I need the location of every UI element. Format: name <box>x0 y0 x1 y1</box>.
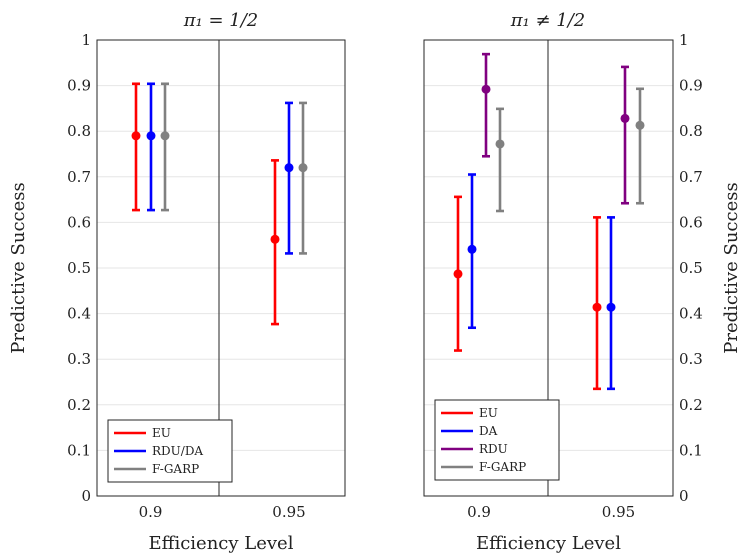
y-tick-label: 1 <box>679 31 689 49</box>
y-axis-label: Predictive Success <box>721 182 742 353</box>
chart-panel-2: 0 0.1 0.2 0.3 0.4 0.5 0.6 0.7 0.8 0.9 1 0.9 0.95 Effi… <box>424 10 742 554</box>
x-tick-label: 0.95 <box>602 503 635 521</box>
y-axis-label: Predictive Success <box>8 182 29 353</box>
y-tick-label: 0.5 <box>679 259 703 277</box>
data-point <box>271 235 280 244</box>
y-tick-label: 0.8 <box>67 122 91 140</box>
legend-label: RDU/DA <box>152 444 203 458</box>
x-tick-label: 0.9 <box>139 503 163 521</box>
data-point <box>496 139 505 148</box>
y-tick-label: 0.6 <box>679 213 703 231</box>
y-tick-label: 0.4 <box>67 305 91 323</box>
data-point <box>621 114 630 123</box>
legend-label: RDU <box>479 442 508 456</box>
legend: EU DA RDU F-GARP <box>435 400 559 480</box>
data-point <box>147 131 156 140</box>
y-tick-label: 0.6 <box>67 213 91 231</box>
x-tick-label: 0.95 <box>272 503 305 521</box>
data-point <box>593 303 602 312</box>
data-point <box>482 85 491 94</box>
y-tick-label: 0 <box>81 487 91 505</box>
data-point <box>132 131 141 140</box>
chart-panel-1: 0 0.1 0.2 0.3 0.4 0.5 0.6 0.7 0.8 0.9 1 0.9 0.95 Effi… <box>8 10 345 554</box>
legend-label: EU <box>479 406 498 420</box>
chart-title: π₁ = 1/2 <box>183 10 259 31</box>
legend-label: F-GARP <box>479 460 526 474</box>
legend-label: F-GARP <box>152 462 199 476</box>
y-tick-label: 0.2 <box>67 396 91 414</box>
x-tick-label: 0.9 <box>467 503 491 521</box>
y-tick-label: 0.3 <box>679 350 703 368</box>
y-tick-label: 0.9 <box>67 77 91 95</box>
y-tick-label: 0.5 <box>67 259 91 277</box>
y-tick-label: 0.8 <box>679 122 703 140</box>
data-point <box>607 303 616 312</box>
legend-label: EU <box>152 426 171 440</box>
y-tick-label: 1 <box>81 31 91 49</box>
chart-title: π₁ ≠ 1/2 <box>510 10 586 31</box>
legend: EU RDU/DA F-GARP <box>108 420 232 482</box>
y-tick-label: 0.2 <box>679 396 703 414</box>
y-tick-label: 0.7 <box>679 168 703 186</box>
data-point <box>454 269 463 278</box>
y-tick-label: 0 <box>679 487 689 505</box>
data-point <box>468 245 477 254</box>
y-tick-label: 0.7 <box>67 168 91 186</box>
y-tick-label: 0.1 <box>67 441 91 459</box>
data-point <box>285 163 294 172</box>
legend-label: DA <box>479 424 498 438</box>
data-point <box>636 121 645 130</box>
y-tick-label: 0.3 <box>67 350 91 368</box>
y-tick-label: 0.1 <box>679 441 703 459</box>
y-tick-label: 0.4 <box>679 305 703 323</box>
x-axis-label: Efficiency Level <box>149 533 294 554</box>
data-point <box>161 131 170 140</box>
y-tick-label: 0.9 <box>679 77 703 95</box>
data-point <box>299 163 308 172</box>
x-axis-label: Efficiency Level <box>476 533 621 554</box>
